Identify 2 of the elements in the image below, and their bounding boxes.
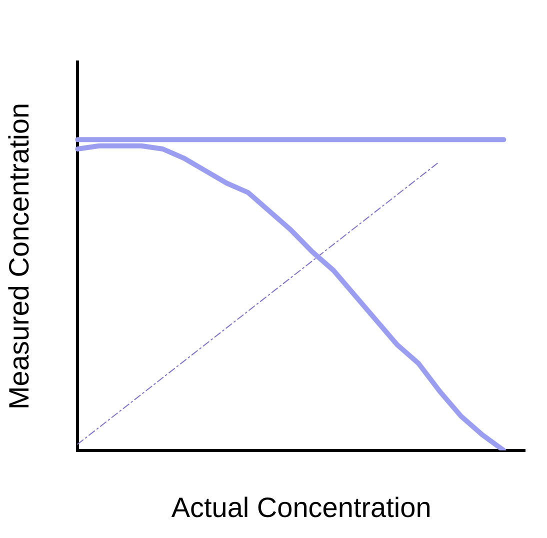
y-axis-title: Measured Concentration [4,102,35,410]
x-axis-title: Actual Concentration [171,492,432,523]
